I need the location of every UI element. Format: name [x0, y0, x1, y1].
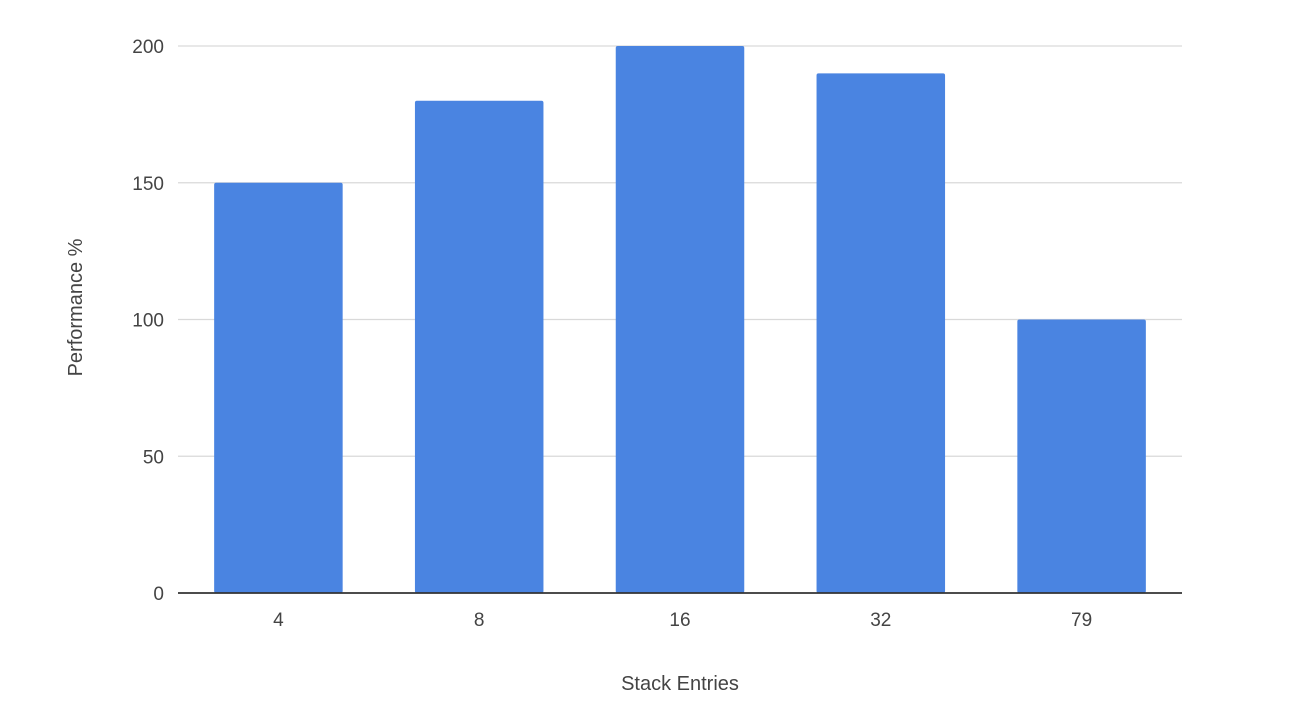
- bar-8: [414, 100, 544, 593]
- y-tick-label: 0: [153, 584, 164, 605]
- x-tick-label: 16: [669, 610, 690, 631]
- y-axis-ticks: 0 50 100 150 200: [132, 37, 164, 605]
- x-axis-ticks: 4 8 16 32 79: [273, 610, 1092, 631]
- bar-4: [214, 182, 343, 593]
- y-tick-label: 50: [143, 447, 164, 468]
- y-axis-title: Performance %: [65, 238, 87, 376]
- bar-79: [1017, 319, 1146, 593]
- bar-16: [615, 46, 745, 593]
- bars: [214, 46, 1146, 594]
- x-tick-label: 32: [870, 610, 891, 631]
- y-tick-label: 200: [132, 37, 164, 58]
- y-tick-label: 100: [132, 311, 164, 332]
- x-tick-label: 79: [1071, 610, 1092, 631]
- y-tick-label: 150: [132, 174, 164, 195]
- x-axis-title: Stack Entries: [621, 673, 739, 695]
- x-tick-label: 4: [273, 610, 284, 631]
- x-tick-label: 8: [474, 610, 485, 631]
- bar-32: [816, 73, 946, 594]
